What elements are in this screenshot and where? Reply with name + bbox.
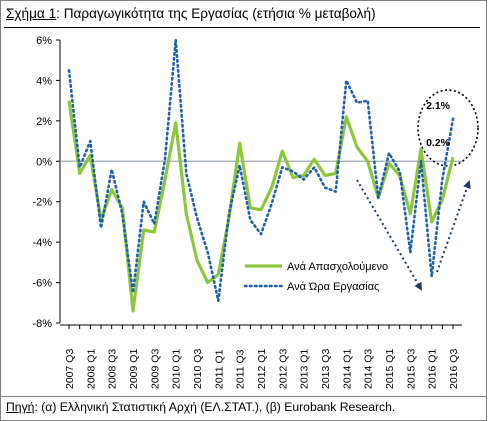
x-tick-label: 2016 Q3 xyxy=(448,349,460,389)
y-tick-label: -6% xyxy=(32,278,52,290)
line-chart: -8% -6% -4% -2% 0% 2% 4% 6% 2007 Q3 2008 Q1 2008 … xyxy=(32,35,479,389)
figure-frame xyxy=(0,0,487,397)
source-label: Πηγή xyxy=(6,400,35,414)
y-tick-label: 0% xyxy=(36,156,52,168)
figure-title-text: Παραγωγικότητα της Εργασίας (ετήσια % με… xyxy=(63,6,376,21)
x-tick-label: 2014 Q1 xyxy=(341,349,353,389)
x-tick-label: 2012 Q1 xyxy=(256,349,268,389)
source-separator: : xyxy=(34,400,42,414)
figure-title-separator: : xyxy=(56,6,64,21)
figure-title: Σχήμα 1: Παραγωγικότητα της Εργασίας (ετ… xyxy=(6,6,376,21)
highlight-ellipse xyxy=(417,89,479,167)
uptrend-arrow xyxy=(436,180,471,273)
legend: Ανά Απασχολούμενο Ανά Ώρα Εργασίας xyxy=(243,261,388,293)
x-tick-label: 2010 Q1 xyxy=(171,349,183,389)
figure-title-label: Σχήμα 1 xyxy=(6,6,57,21)
legend-label: Ανά Απασχολούμενο xyxy=(287,261,388,273)
x-tick-label: 2008 Q1 xyxy=(85,349,97,389)
x-tick-label: 2012 Q3 xyxy=(277,349,289,389)
x-tick-label: 2009 Q1 xyxy=(128,349,140,389)
x-axis: 2007 Q3 2008 Q1 2008 Q3 2009 Q1 2009 Q3 2010 … xyxy=(60,324,462,389)
y-tick-label: -4% xyxy=(32,237,52,249)
y-tick-label: 6% xyxy=(36,35,52,47)
y-tick-label: -2% xyxy=(32,197,52,209)
x-tick-label: 2011 Q1 xyxy=(213,349,225,389)
x-tick-label: 2013 Q1 xyxy=(299,349,311,389)
x-tick-label: 2016 Q1 xyxy=(427,349,439,389)
x-tick-label: 2008 Q3 xyxy=(107,349,119,389)
source-text: (α) Ελληνική Στατιστική Αρχή (ΕΛ.ΣΤΑΤ.),… xyxy=(41,400,396,414)
y-tick-label: 2% xyxy=(36,116,52,128)
legend-label: Ανά Ώρα Εργασίας xyxy=(287,281,379,293)
y-tick-label: 4% xyxy=(36,75,52,87)
data-label: 2.1% xyxy=(426,100,451,112)
series-line-per-employee xyxy=(67,100,455,313)
title-divider xyxy=(4,27,480,28)
x-tick-label: 2013 Q3 xyxy=(320,349,332,389)
data-labels: 2.1% 0.2% xyxy=(426,100,451,149)
x-tick-label: 2009 Q3 xyxy=(149,349,161,389)
x-tick-label: 2011 Q3 xyxy=(235,349,247,389)
annotation-layer xyxy=(356,89,479,291)
source-note: Πηγή: (α) Ελληνική Στατιστική Αρχή (ΕΛ.Σ… xyxy=(6,400,395,414)
x-tick-label: 2014 Q3 xyxy=(363,349,375,389)
downtrend-arrow xyxy=(356,179,423,291)
y-axis: -8% -6% -4% -2% 0% 2% 4% 6% xyxy=(32,35,462,330)
y-tick-label: -8% xyxy=(32,318,52,330)
x-tick-label: 2007 Q3 xyxy=(64,349,76,389)
series-line-per-hour xyxy=(67,38,455,303)
series-layer xyxy=(67,38,455,313)
x-tick-label: 2010 Q3 xyxy=(192,349,204,389)
x-tick-label: 2015 Q1 xyxy=(384,349,396,389)
data-label: 0.2% xyxy=(426,137,451,149)
x-tick-label: 2015 Q3 xyxy=(405,349,417,389)
